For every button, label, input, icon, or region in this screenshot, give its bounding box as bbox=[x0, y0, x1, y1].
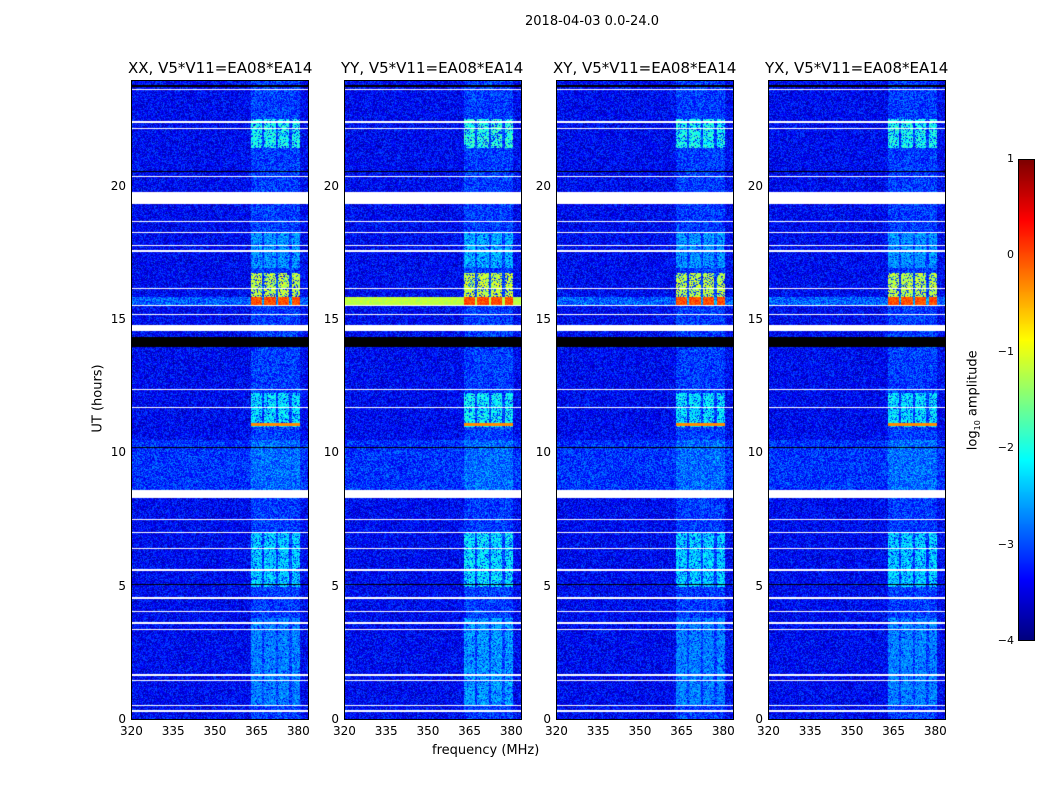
colorbar-tick-label: −2 bbox=[997, 441, 1014, 455]
y-tick-label: 5 bbox=[755, 578, 763, 593]
x-tick-label: 350 bbox=[416, 724, 440, 738]
y-tick-label: 20 bbox=[110, 178, 126, 193]
panel-title: YY, V5*V11=EA08*EA14 bbox=[341, 59, 524, 77]
x-tick-label: 350 bbox=[628, 724, 652, 738]
y-tick-label: 10 bbox=[110, 445, 126, 460]
y-axis-label: UT (hours) bbox=[90, 364, 106, 433]
x-tick-label: 365 bbox=[670, 724, 694, 738]
colorbar bbox=[1018, 159, 1035, 641]
panel-title: XY, V5*V11=EA08*EA14 bbox=[553, 59, 737, 77]
y-tick-label: 15 bbox=[110, 312, 126, 326]
x-tick-label: 350 bbox=[840, 724, 864, 738]
spectrogram-0 bbox=[131, 80, 309, 720]
x-axis-label: frequency (MHz) bbox=[432, 743, 540, 758]
x-tick-label: 350 bbox=[203, 724, 227, 738]
colorbar-tick-label: −3 bbox=[997, 537, 1014, 551]
y-tick-label: 5 bbox=[118, 578, 126, 593]
figure-suptitle: 2018-04-03 0.0-24.0 bbox=[525, 14, 659, 29]
spectrogram-2 bbox=[556, 80, 734, 720]
x-tick-label: 335 bbox=[586, 724, 610, 738]
colorbar-tick-label: 1 bbox=[1007, 152, 1014, 165]
y-tick-label: 10 bbox=[535, 445, 551, 460]
x-tick-label: 380 bbox=[499, 724, 523, 738]
spectrogram-3 bbox=[768, 80, 946, 720]
y-tick-label: 15 bbox=[535, 312, 551, 326]
y-tick-label: 0 bbox=[543, 712, 551, 726]
x-tick-label: 320 bbox=[120, 724, 143, 738]
x-tick-label: 365 bbox=[245, 724, 269, 738]
x-tick-label: 380 bbox=[923, 724, 947, 738]
x-tick-label: 335 bbox=[161, 724, 185, 738]
x-tick-label: 380 bbox=[286, 724, 310, 738]
x-tick-label: 335 bbox=[798, 724, 822, 738]
y-tick-label: 20 bbox=[323, 178, 339, 193]
y-tick-label: 10 bbox=[747, 445, 763, 460]
x-tick-label: 380 bbox=[711, 724, 735, 738]
colorbar-tick-label: −4 bbox=[997, 634, 1014, 647]
panel-title: XX, V5*V11=EA08*EA14 bbox=[128, 59, 313, 77]
y-tick-label: 15 bbox=[323, 312, 339, 326]
x-tick-label: 320 bbox=[757, 724, 780, 738]
y-tick-label: 20 bbox=[535, 178, 551, 193]
y-tick-label: 10 bbox=[323, 445, 339, 460]
x-tick-label: 320 bbox=[545, 724, 568, 738]
y-tick-label: 0 bbox=[118, 712, 126, 726]
y-tick-label: 0 bbox=[755, 712, 763, 726]
y-tick-label: 5 bbox=[543, 578, 551, 593]
x-tick-label: 365 bbox=[458, 724, 482, 738]
colorbar-tick-label: 0 bbox=[1007, 248, 1014, 262]
spectrogram-1 bbox=[344, 80, 522, 720]
x-tick-label: 320 bbox=[333, 724, 356, 738]
colorbar-tick-label: −1 bbox=[997, 344, 1014, 358]
x-tick-label: 335 bbox=[374, 724, 398, 738]
x-tick-label: 365 bbox=[882, 724, 906, 738]
colorbar-label: log10 amplitude bbox=[965, 350, 983, 451]
panel-title: YX, V5*V11=EA08*EA14 bbox=[765, 59, 949, 77]
y-tick-label: 5 bbox=[331, 578, 339, 593]
y-tick-label: 0 bbox=[331, 712, 339, 726]
y-tick-label: 20 bbox=[747, 178, 763, 193]
y-tick-label: 15 bbox=[747, 312, 763, 326]
